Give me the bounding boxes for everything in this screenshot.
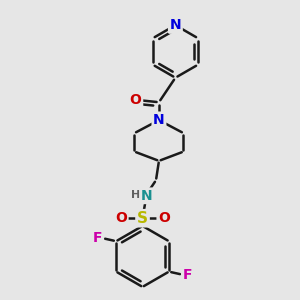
Text: H: H [131, 190, 140, 200]
Text: O: O [130, 93, 142, 107]
Text: N: N [169, 18, 181, 32]
Text: F: F [93, 231, 102, 244]
Text: F: F [183, 268, 192, 282]
Text: N: N [141, 189, 152, 203]
Text: S: S [137, 211, 148, 226]
Text: O: O [115, 211, 127, 225]
Text: N: N [153, 113, 165, 127]
Text: O: O [158, 211, 170, 225]
